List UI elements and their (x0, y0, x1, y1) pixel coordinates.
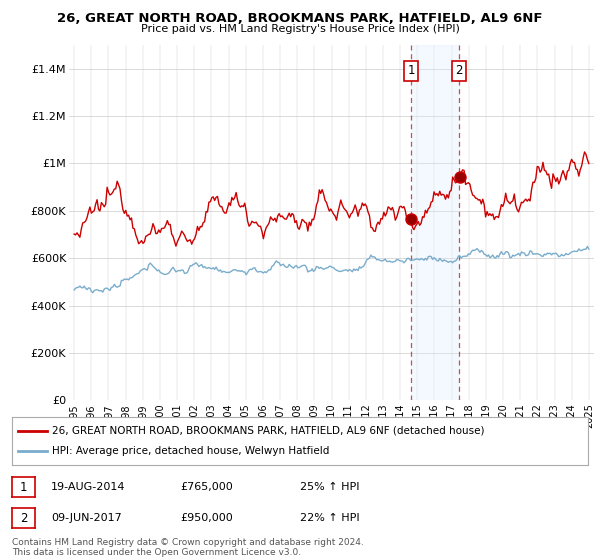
Text: 26, GREAT NORTH ROAD, BROOKMANS PARK, HATFIELD, AL9 6NF: 26, GREAT NORTH ROAD, BROOKMANS PARK, HA… (57, 12, 543, 25)
Text: 22% ↑ HPI: 22% ↑ HPI (300, 513, 359, 523)
Text: HPI: Average price, detached house, Welwyn Hatfield: HPI: Average price, detached house, Welw… (52, 446, 329, 456)
Text: 19-AUG-2014: 19-AUG-2014 (51, 482, 125, 492)
Text: 09-JUN-2017: 09-JUN-2017 (51, 513, 122, 523)
Text: £765,000: £765,000 (180, 482, 233, 492)
Bar (411, 45, 459, 400)
Text: 26, GREAT NORTH ROAD, BROOKMANS PARK, HATFIELD, AL9 6NF (detached house): 26, GREAT NORTH ROAD, BROOKMANS PARK, HA… (52, 426, 485, 436)
Text: 1: 1 (20, 480, 27, 494)
Text: 1: 1 (407, 64, 415, 77)
Text: Contains HM Land Registry data © Crown copyright and database right 2024.
This d: Contains HM Land Registry data © Crown c… (12, 538, 364, 557)
Text: £950,000: £950,000 (180, 513, 233, 523)
Text: 2: 2 (20, 511, 27, 525)
Text: 25% ↑ HPI: 25% ↑ HPI (300, 482, 359, 492)
Text: 2: 2 (455, 64, 463, 77)
Text: Price paid vs. HM Land Registry's House Price Index (HPI): Price paid vs. HM Land Registry's House … (140, 24, 460, 34)
